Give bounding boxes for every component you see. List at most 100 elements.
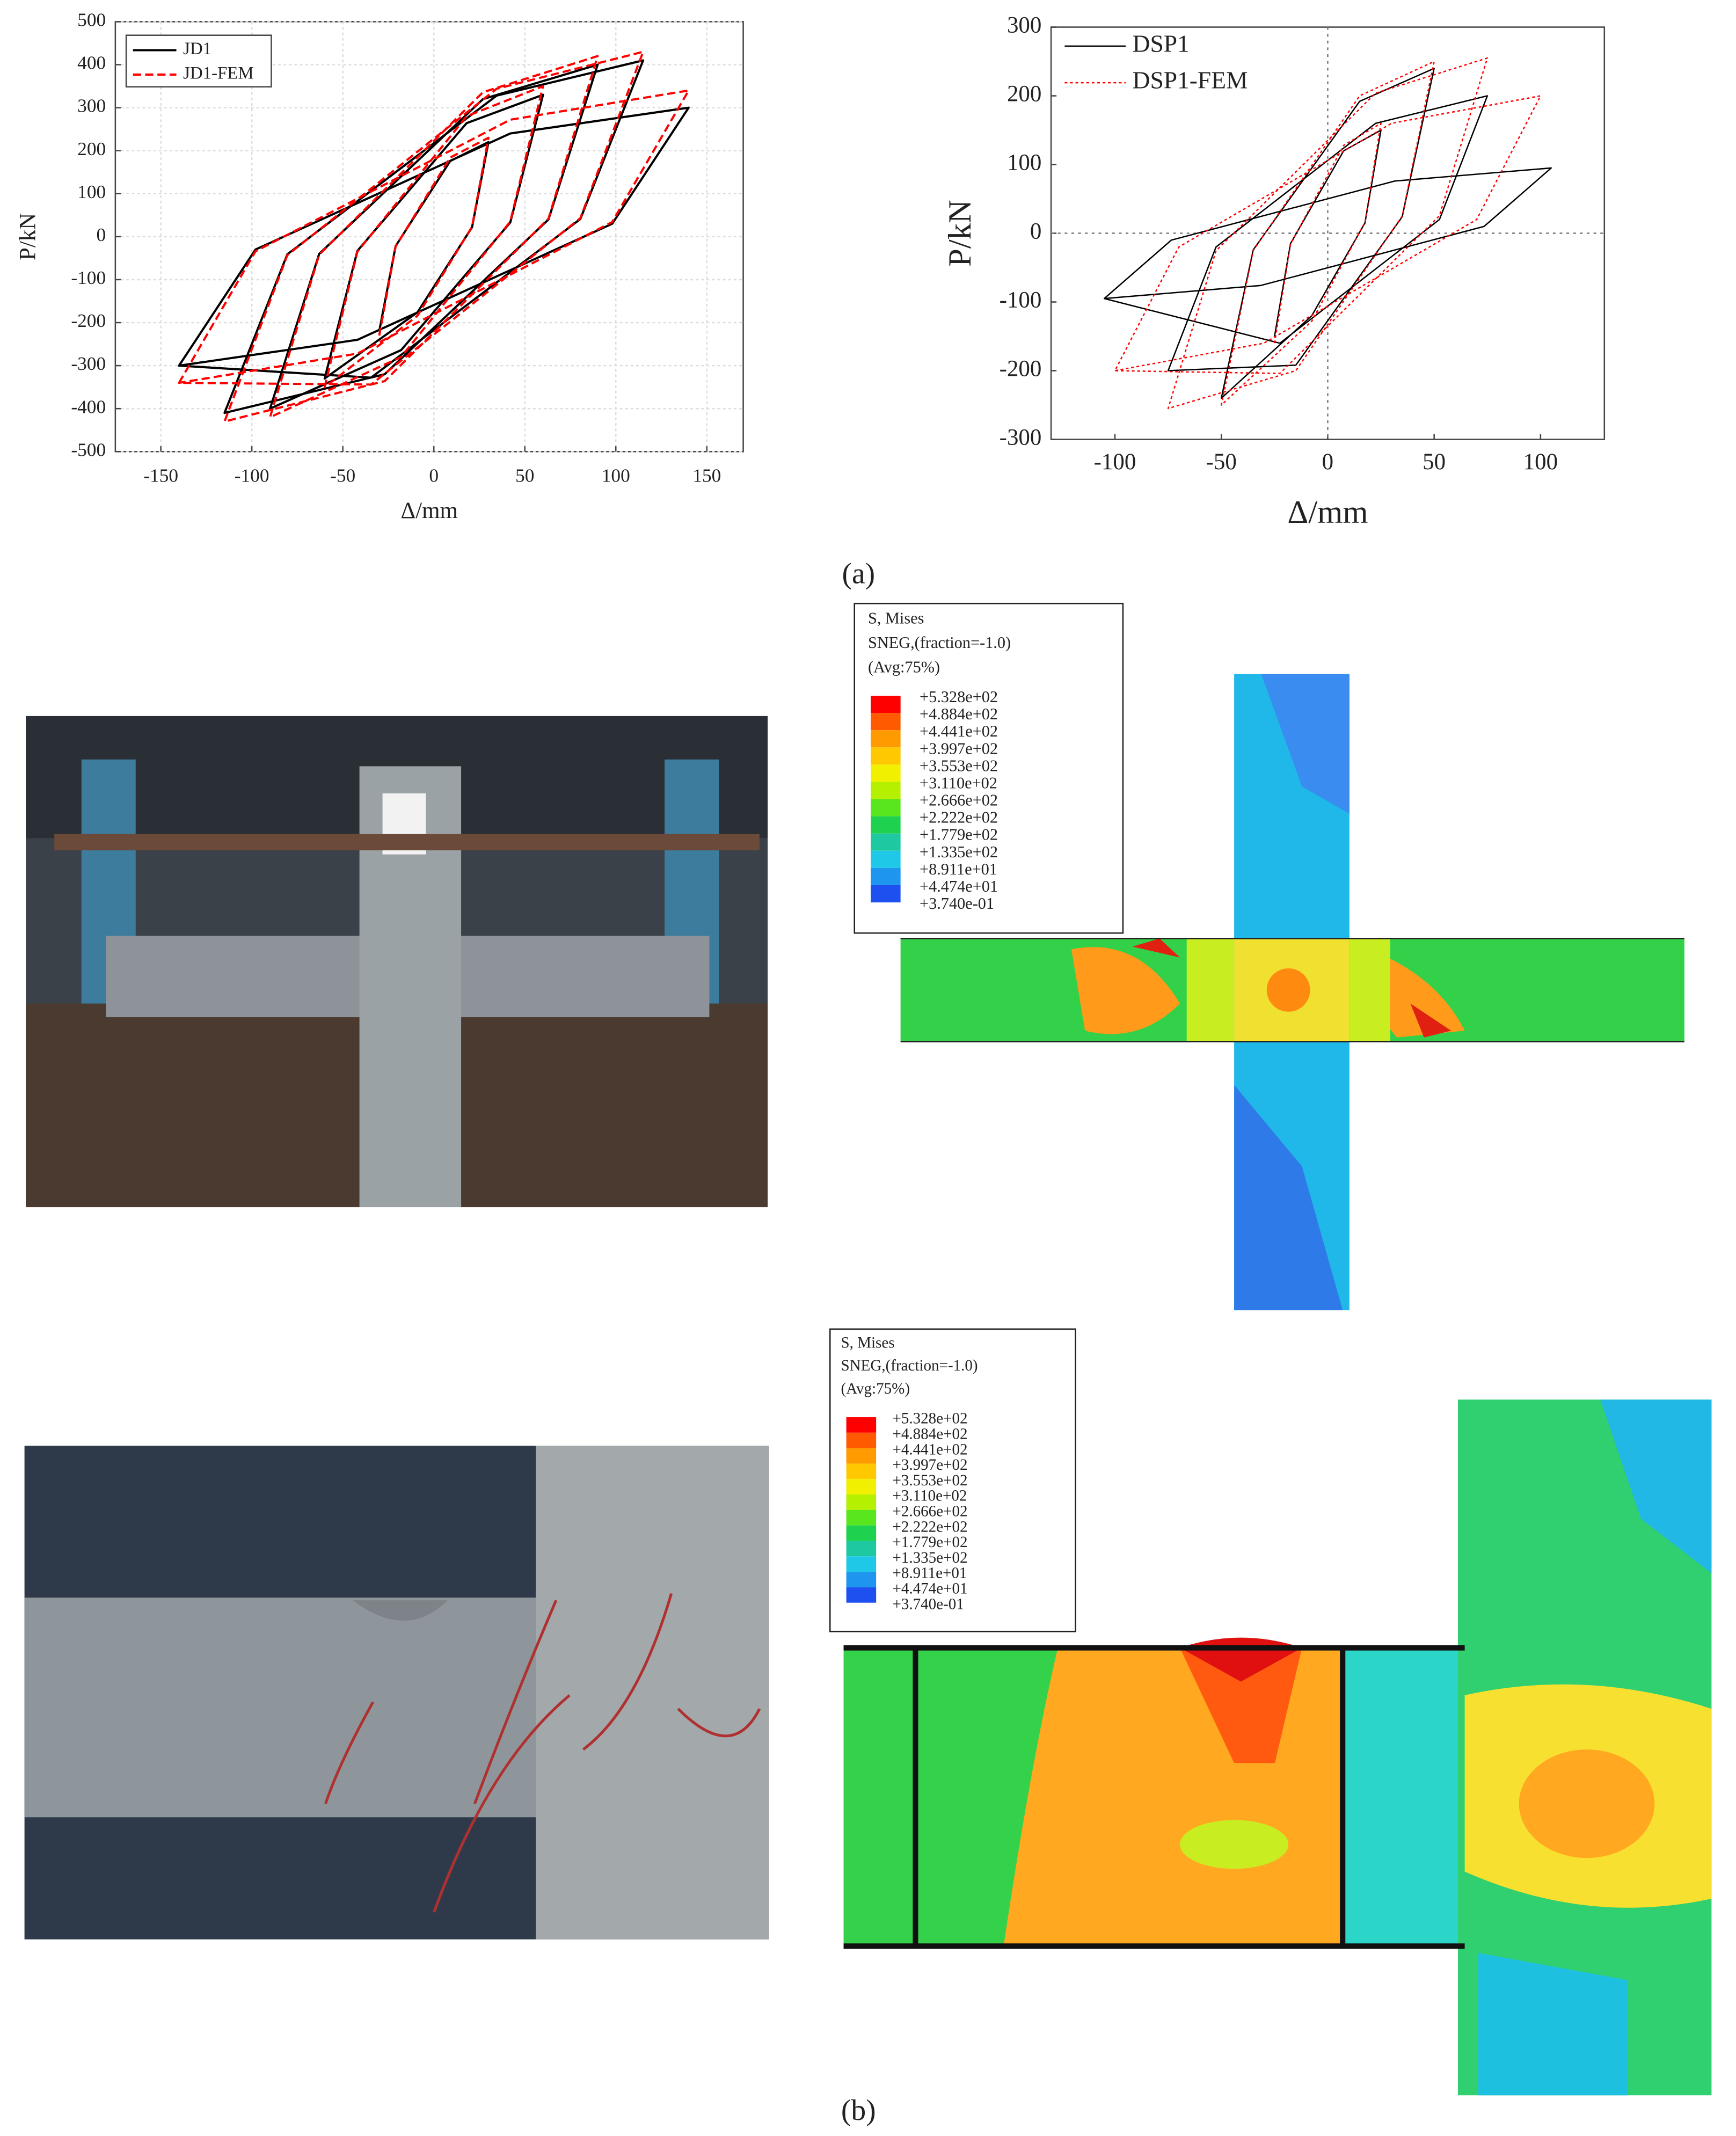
fem-level-label: +5.328e+02 [892, 1410, 967, 1427]
fem-level-label: +2.666e+02 [920, 791, 998, 810]
fem-color-band [871, 816, 901, 834]
x-tick-label: 0 [1322, 449, 1333, 475]
fem-level-label: +2.222e+02 [892, 1518, 967, 1535]
fem-level-label: +4.441e+02 [920, 722, 998, 740]
x-tick-label: 150 [692, 464, 721, 486]
fem-legend-title: S, Mises [841, 1334, 894, 1351]
caption: (b) [841, 2094, 876, 2127]
fem-color-band [846, 1495, 877, 1510]
fem-color-band [846, 1448, 877, 1464]
series-line [1103, 68, 1552, 399]
fem-level-label: +3.110e+02 [920, 774, 997, 792]
fem-level-label: +3.997e+02 [892, 1456, 967, 1474]
x-tick-label: 100 [602, 464, 630, 486]
x-axis-label: Δ/mm [1287, 494, 1368, 530]
fem-level-label: +8.911e+01 [892, 1565, 967, 1582]
fem-legend-line: SNEG,(fraction=-1.0) [841, 1357, 978, 1374]
series-line [178, 50, 690, 423]
fem-level-label: +2.222e+02 [920, 808, 998, 827]
y-tick-label: -200 [1000, 356, 1042, 381]
legend-label: JD1-FEM [183, 63, 253, 83]
x-tick-label: -50 [1206, 449, 1237, 475]
fem-color-band [871, 799, 901, 817]
fem-level-label: +4.474e+01 [892, 1580, 967, 1598]
fem-color-band [846, 1525, 877, 1541]
fem-legend-line: SNEG,(fraction=-1.0) [868, 633, 1011, 652]
y-axis-label: P/kN [16, 213, 41, 260]
y-tick-label: 300 [77, 95, 106, 116]
fem-color-band [871, 747, 901, 765]
fem-color-band [846, 1479, 877, 1495]
fem-level-label: +3.740e-01 [892, 1595, 964, 1613]
fem-level-label: +1.335e+02 [920, 843, 998, 861]
y-tick-label: 0 [97, 224, 106, 245]
fem-color-band [846, 1587, 877, 1603]
fem-level-label: +3.997e+02 [920, 739, 998, 757]
x-tick-label: -100 [1094, 449, 1136, 475]
caption: (a) [842, 557, 875, 590]
x-tick-label: 50 [515, 464, 534, 486]
fem-level-label: +4.474e+01 [920, 877, 998, 895]
fem-color-band [846, 1572, 877, 1587]
fem-level-label: +4.884e+02 [920, 705, 998, 723]
fem-color-band [871, 713, 901, 731]
x-tick-label: -150 [143, 464, 178, 486]
y-tick-label: 200 [1007, 81, 1041, 106]
fem-level-label: +1.779e+02 [892, 1534, 967, 1551]
y-tick-label: 300 [1007, 12, 1041, 38]
fem-level-label: +4.884e+02 [892, 1426, 967, 1443]
fem-level-label: +5.328e+02 [920, 688, 998, 706]
fem-level-label: +3.553e+02 [892, 1472, 967, 1489]
y-tick-label: -100 [1000, 287, 1042, 312]
x-tick-label: 100 [1523, 449, 1558, 475]
y-tick-label: -500 [71, 439, 106, 460]
fem-level-label: +1.335e+02 [892, 1549, 967, 1566]
x-tick-label: -100 [235, 464, 269, 486]
fem-color-band [871, 850, 901, 868]
fem-legend-title: S, Mises [868, 609, 924, 627]
fem-color-band [871, 833, 901, 851]
legend-label: DSP1 [1133, 30, 1190, 57]
y-tick-label: 400 [77, 52, 106, 74]
fem-legend-line: (Avg:75%) [841, 1380, 910, 1397]
photo-detail [24, 1446, 769, 1940]
y-tick-label: 500 [77, 9, 106, 31]
fem-color-band [846, 1463, 877, 1479]
fem-legend-line: (Avg:75%) [868, 658, 940, 676]
fem-level-label: +2.666e+02 [892, 1503, 967, 1520]
photo-specimen [26, 716, 768, 1207]
fem-contour-1 [900, 674, 1684, 1310]
fem-color-band [871, 867, 901, 885]
x-axis-label: Δ/mm [401, 498, 458, 523]
fem-level-label: +3.553e+02 [920, 756, 998, 775]
legend-label: DSP1-FEM [1133, 67, 1248, 94]
fem-level-label: +3.110e+02 [892, 1488, 967, 1505]
y-tick-label: -200 [71, 310, 106, 331]
y-tick-label: 0 [1030, 218, 1041, 244]
legend-label: JD1 [183, 39, 211, 59]
fem-level-label: +1.779e+02 [920, 826, 998, 844]
series-line [1114, 57, 1542, 410]
fem-level-label: +4.441e+02 [892, 1441, 967, 1458]
y-tick-label: -100 [71, 267, 106, 288]
y-axis-label: P/kN [942, 200, 978, 267]
fem-color-band [871, 885, 901, 903]
fem-color-band [846, 1556, 877, 1572]
fem-level-label: +3.740e-01 [920, 894, 994, 913]
fem-color-band [871, 782, 901, 799]
x-tick-label: 0 [429, 464, 439, 486]
fem-color-band [871, 730, 901, 748]
x-tick-label: 50 [1423, 449, 1446, 475]
fem-level-label: +8.911e+01 [920, 860, 997, 878]
y-tick-label: -300 [71, 353, 106, 374]
y-tick-label: 100 [1007, 150, 1041, 175]
y-tick-label: 200 [77, 138, 106, 159]
x-tick-label: -50 [330, 464, 355, 486]
legend-box [125, 34, 272, 88]
y-tick-label: -400 [71, 396, 106, 417]
fem-contour-2 [843, 1399, 1712, 2096]
fem-color-band [846, 1417, 877, 1433]
fem-color-band [846, 1432, 877, 1448]
